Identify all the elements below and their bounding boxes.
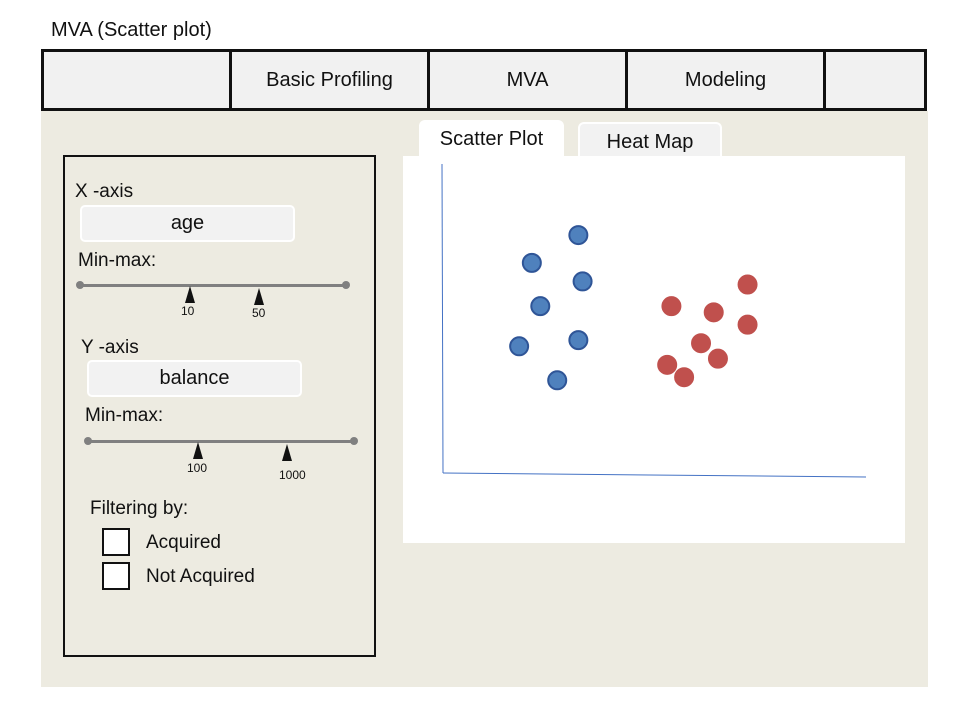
x-slider-start bbox=[76, 281, 84, 289]
acquired-option-label: Acquired bbox=[146, 532, 221, 553]
x-axis-line bbox=[442, 472, 867, 478]
red-data-point bbox=[657, 354, 678, 375]
red-data-point bbox=[737, 314, 758, 335]
x-axis-select[interactable]: age bbox=[80, 205, 295, 242]
blue-data-point bbox=[521, 252, 542, 273]
blue-data-point bbox=[530, 296, 551, 317]
nav-tab-mva[interactable]: MVA bbox=[430, 52, 628, 108]
x-slider-end bbox=[342, 281, 350, 289]
x-max-value: 50 bbox=[252, 306, 266, 320]
tab-heat-map[interactable]: Heat Map bbox=[578, 122, 722, 160]
y-slider-start bbox=[84, 437, 92, 445]
blue-data-point bbox=[509, 336, 530, 357]
y-range-slider-track[interactable] bbox=[88, 440, 354, 443]
blue-data-point bbox=[568, 225, 589, 246]
y-slider-end bbox=[350, 437, 358, 445]
controls-panel: X -axis age Min-max: 10 50 Y -axis balan… bbox=[63, 155, 376, 657]
red-data-point bbox=[674, 367, 695, 388]
filter-label: Filtering by: bbox=[90, 498, 189, 519]
blue-data-point bbox=[572, 271, 593, 292]
red-data-point bbox=[737, 274, 758, 295]
red-data-point bbox=[707, 348, 728, 369]
y-axis-line bbox=[441, 163, 444, 474]
x-minmax-label: Min-max: bbox=[78, 250, 157, 271]
y-max-handle[interactable] bbox=[282, 444, 292, 461]
red-data-point bbox=[661, 296, 682, 317]
nav-tab-modeling[interactable]: Modeling bbox=[628, 52, 826, 108]
y-min-value: 100 bbox=[187, 461, 208, 475]
y-axis-label: Y -axis bbox=[81, 337, 139, 358]
y-minmax-label: Min-max: bbox=[85, 405, 164, 426]
y-axis-select[interactable]: balance bbox=[87, 360, 302, 397]
scatter-plot-area bbox=[403, 156, 905, 543]
x-axis-label: X -axis bbox=[75, 181, 134, 202]
y-max-value: 1000 bbox=[279, 468, 306, 482]
nav-tab-blank-right[interactable] bbox=[826, 52, 924, 108]
x-max-handle[interactable] bbox=[254, 288, 264, 305]
page-title: MVA (Scatter plot) bbox=[51, 19, 212, 41]
nav-tab-basic-profiling[interactable]: Basic Profiling bbox=[232, 52, 430, 108]
red-data-point bbox=[691, 333, 712, 354]
nav-tab-blank-left[interactable] bbox=[44, 52, 232, 108]
blue-data-point bbox=[568, 330, 589, 351]
red-data-point bbox=[703, 302, 724, 323]
blue-data-point bbox=[547, 370, 568, 391]
y-min-handle[interactable] bbox=[193, 442, 203, 459]
tab-scatter-plot[interactable]: Scatter Plot bbox=[419, 120, 564, 158]
scatter-plot-chart bbox=[441, 163, 867, 478]
x-range-slider-track[interactable] bbox=[80, 284, 346, 287]
x-min-handle[interactable] bbox=[185, 286, 195, 303]
acquired-checkbox[interactable] bbox=[102, 528, 130, 556]
not-acquired-option-label: Not Acquired bbox=[146, 566, 255, 587]
data-points bbox=[509, 225, 758, 391]
not-acquired-checkbox[interactable] bbox=[102, 562, 130, 590]
x-min-value: 10 bbox=[181, 304, 195, 318]
main-nav-tabs: Basic Profiling MVA Modeling bbox=[41, 49, 927, 111]
